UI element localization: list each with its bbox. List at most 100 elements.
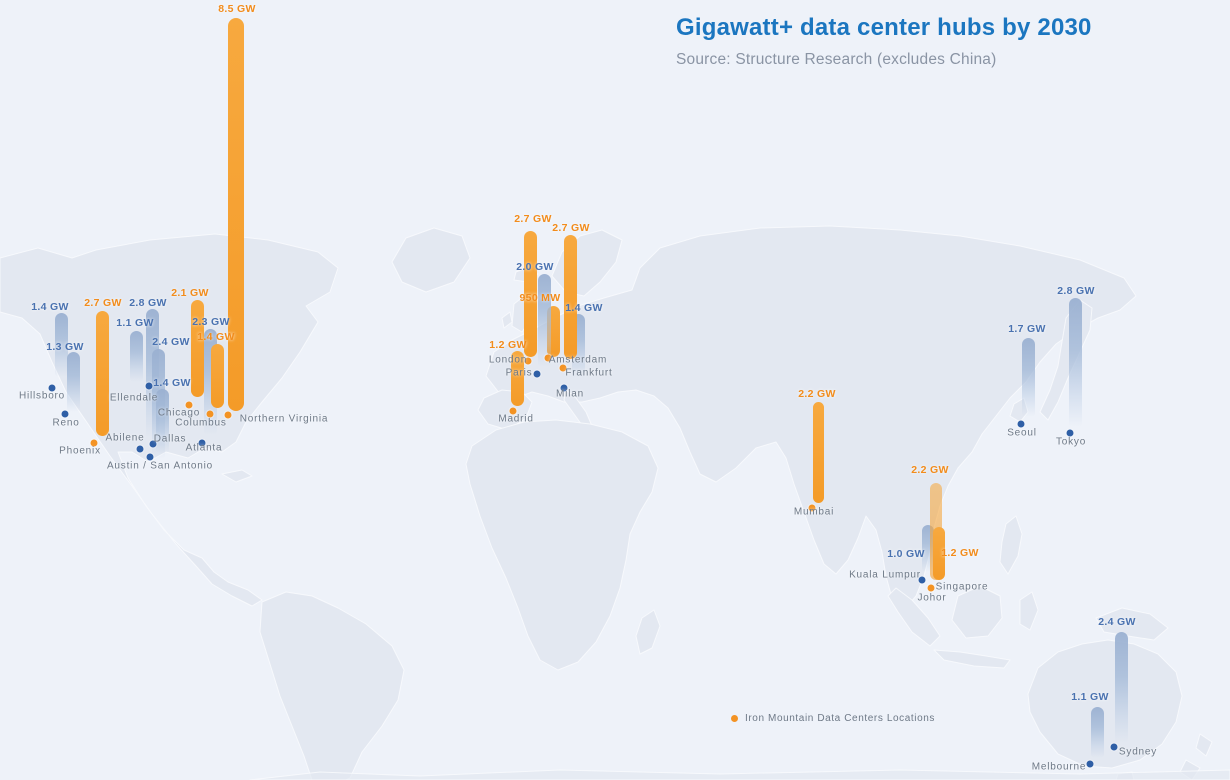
- city-label-london: London: [488, 354, 528, 366]
- city-dot-reno: [61, 410, 69, 418]
- city-dot-frankfurt: [559, 364, 567, 372]
- city-label-austin-san-antonio: Austin / San Antonio: [106, 460, 214, 472]
- capacity-label-madrid: 1.2 GW: [489, 339, 527, 351]
- island-java: [933, 649, 1011, 669]
- capacity-label-london: 2.7 GW: [514, 213, 552, 225]
- city-dot-kuala-lumpur: [918, 576, 926, 584]
- continent-north-america: [0, 233, 339, 607]
- capacity-bar-mumbai: [812, 402, 824, 503]
- capacity-label-johor: 2.2 GW: [911, 464, 949, 476]
- legend: Iron Mountain Data Centers Locations: [731, 713, 935, 724]
- island-new-zealand-north: [1195, 733, 1213, 757]
- capacity-label-singapore: 1.2 GW: [941, 547, 979, 559]
- city-dot-madrid: [509, 407, 517, 415]
- city-label-madrid: Madrid: [498, 413, 534, 425]
- island-madagascar: [635, 609, 661, 655]
- city-dot-phoenix: [90, 439, 98, 447]
- capacity-label-kuala-lumpur: 1.0 GW: [887, 548, 925, 560]
- city-label-paris: Paris: [505, 367, 533, 379]
- capacity-bar-paris: [537, 274, 551, 367]
- page-title: Gigawatt+ data center hubs by 2030: [676, 14, 1092, 41]
- island-cuba: [221, 469, 253, 483]
- city-label-tokyo: Tokyo: [1055, 436, 1087, 448]
- page-subtitle: Source: Structure Research (excludes Chi…: [676, 51, 997, 68]
- city-label-abilene: Abilene: [105, 432, 145, 444]
- city-label-amsterdam: Amsterdam: [548, 354, 608, 366]
- capacity-label-melbourne: 1.1 GW: [1071, 691, 1109, 703]
- city-dot-london: [524, 357, 532, 365]
- island-greenland: [391, 227, 471, 293]
- capacity-bar-tokyo: [1068, 298, 1082, 427]
- capacity-label-paris: 2.0 GW: [516, 261, 554, 273]
- continent-australia: [1027, 639, 1183, 769]
- capacity-label-hillsboro: 1.4 GW: [31, 301, 69, 313]
- city-label-columbus: Columbus: [175, 417, 227, 429]
- city-label-reno: Reno: [52, 417, 80, 429]
- city-dot-tokyo: [1066, 429, 1074, 437]
- city-label-milan: Milan: [556, 388, 584, 400]
- capacity-label-amsterdam: 950 MW: [519, 292, 561, 304]
- capacity-label-mumbai: 2.2 GW: [798, 388, 836, 400]
- capacity-bar-melbourne: [1090, 707, 1104, 758]
- capacity-label-abilene: 1.1 GW: [116, 317, 154, 329]
- capacity-label-phoenix: 2.7 GW: [84, 297, 122, 309]
- city-dot-amsterdam: [544, 354, 552, 362]
- region-scandinavia: [551, 229, 623, 297]
- city-label-sydney: Sydney: [1118, 746, 1158, 758]
- capacity-bar-reno: [66, 352, 80, 412]
- capacity-bar-austin-san-antonio: [155, 389, 169, 453]
- antarctica-edge: [249, 769, 1230, 780]
- city-dot-atlanta: [198, 439, 206, 447]
- capacity-label-milan: 1.4 GW: [565, 302, 603, 314]
- chart-header: Gigawatt+ data center hubs by 2030 Sourc…: [676, 14, 1092, 69]
- island-ireland: [501, 311, 513, 329]
- capacity-label-dallas: 2.4 GW: [152, 336, 190, 348]
- capacity-bar-chicago: [190, 300, 204, 397]
- city-label-seoul: Seoul: [1007, 427, 1037, 439]
- capacity-bar-sydney: [1114, 632, 1128, 743]
- city-label-atlanta: Atlanta: [185, 442, 223, 454]
- city-dot-austin-san-antonio: [146, 453, 154, 461]
- capacity-bar-madrid: [510, 351, 524, 406]
- city-label-hillsboro: Hillsboro: [18, 390, 66, 402]
- city-dot-milan: [560, 384, 568, 392]
- capacity-bar-columbus: [210, 344, 224, 408]
- capacity-label-tokyo: 2.8 GW: [1057, 285, 1095, 297]
- city-dot-abilene: [136, 445, 144, 453]
- continent-south-america: [259, 591, 405, 780]
- capacity-label-atlanta: 2.3 GW: [192, 316, 230, 328]
- city-label-melbourne: Melbourne: [1031, 761, 1087, 773]
- city-dot-hillsboro: [48, 384, 56, 392]
- capacity-label-austin-san-antonio: 1.4 GW: [153, 377, 191, 389]
- continent-africa: [465, 419, 659, 671]
- island-new-guinea: [1095, 607, 1169, 641]
- capacity-label-chicago: 2.1 GW: [171, 287, 209, 299]
- capacity-bar-phoenix: [95, 311, 109, 436]
- legend-orange-dot-icon: [731, 715, 738, 722]
- capacity-label-frankfurt: 2.7 GW: [552, 222, 590, 234]
- city-dot-ellendale: [145, 382, 153, 390]
- city-dot-chicago: [185, 401, 193, 409]
- capacity-bar-london: [523, 231, 537, 357]
- city-dot-columbus: [206, 410, 214, 418]
- capacity-label-sydney: 2.4 GW: [1098, 616, 1136, 628]
- city-dot-mumbai: [808, 504, 816, 512]
- city-label-chicago: Chicago: [157, 407, 201, 419]
- capacity-bar-hillsboro: [54, 313, 68, 377]
- city-label-dallas: Dallas: [153, 433, 187, 445]
- island-borneo: [951, 585, 1003, 639]
- city-dot-dallas: [149, 440, 157, 448]
- city-label-frankfurt: Frankfurt: [565, 367, 613, 379]
- city-label-johor: Johor: [917, 592, 947, 604]
- capacity-bar-singapore: [933, 527, 945, 580]
- city-dot-singapore: [927, 584, 935, 592]
- city-dot-paris: [533, 370, 541, 378]
- city-dot-sydney: [1110, 743, 1118, 751]
- city-label-phoenix: Phoenix: [59, 445, 101, 457]
- city-label-northern-virginia: Northern Virginia: [239, 413, 329, 425]
- city-label-singapore: Singapore: [935, 581, 989, 593]
- capacity-bar-abilene: [129, 331, 143, 382]
- island-sulawesi: [1019, 591, 1039, 631]
